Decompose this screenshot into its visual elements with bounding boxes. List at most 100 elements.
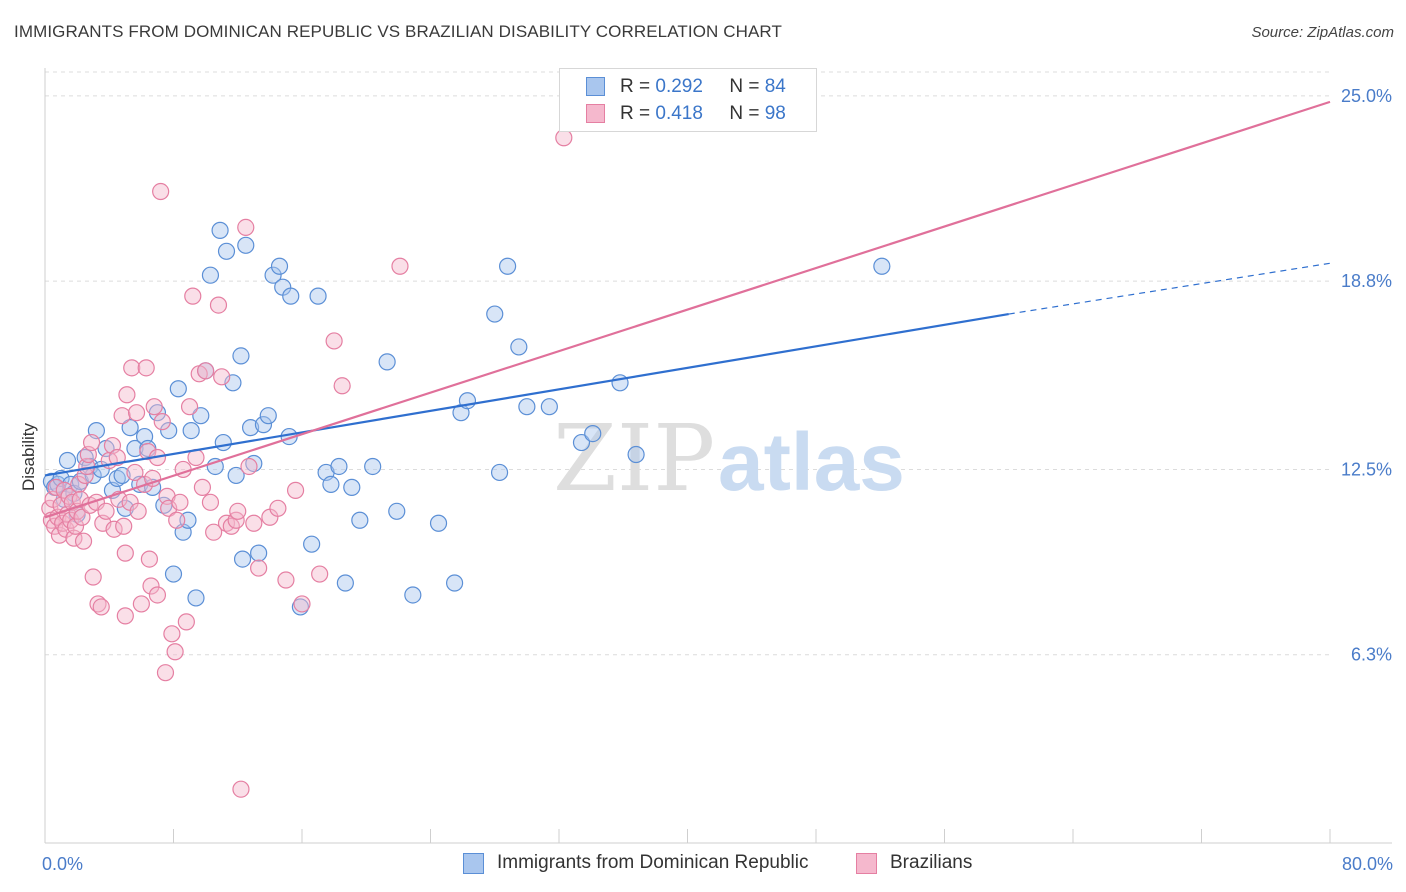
data-point-pink [197, 362, 215, 380]
y-tick-label: 25.0% [1341, 86, 1392, 106]
data-point-blue [322, 475, 340, 493]
data-point-blue [259, 407, 277, 425]
data-point-pink [311, 565, 329, 583]
data-point-blue [232, 347, 250, 365]
data-point-pink [123, 359, 141, 377]
data-point-pink [73, 508, 91, 526]
data-point-pink [232, 780, 250, 798]
data-point-blue [303, 535, 321, 553]
trend-line-blue-extension [1008, 262, 1331, 315]
data-point-pink [139, 442, 157, 461]
data-point-pink [116, 607, 134, 625]
x-tick-label-min: 0.0% [42, 854, 83, 874]
data-point-pink [66, 517, 85, 535]
legend-label-dominican-republic: Immigrants from Dominican Republic [497, 852, 809, 873]
data-point-pink [70, 475, 88, 493]
data-point-blue [378, 353, 396, 371]
data-point-pink [163, 625, 181, 643]
data-point-blue [572, 433, 591, 452]
data-point-pink [152, 182, 170, 201]
data-point-blue [237, 236, 255, 254]
n-value-blue: 84 [764, 76, 786, 97]
n-label: N = [729, 103, 760, 124]
legend-label-brazilians: Brazilians [890, 852, 973, 873]
data-point-blue [108, 469, 126, 488]
data-point-pink [145, 398, 163, 416]
n-label: N = [729, 76, 760, 97]
data-point-pink [137, 359, 155, 377]
data-point-blue [486, 305, 504, 323]
data-point-blue [336, 574, 354, 592]
data-point-pink [97, 502, 115, 520]
pink-swatch [856, 853, 877, 874]
data-point-blue [113, 466, 131, 485]
data-point-blue [490, 463, 509, 482]
data-point-pink [166, 643, 184, 661]
data-point-blue [627, 445, 645, 464]
tick-labels: 6.3% 12.5% 18.8% 25.0% 0.0% 80.0% Disability [19, 86, 1393, 874]
chart-source: Source: ZipAtlas.com [1251, 24, 1394, 41]
data-point-blue [245, 454, 263, 473]
data-point-blue [343, 478, 361, 496]
data-point-pink [325, 332, 343, 350]
data-point-pink [144, 469, 162, 488]
pink-swatch [586, 104, 605, 123]
data-point-blue [187, 589, 205, 607]
data-point-blue [445, 574, 464, 592]
data-point-pink [153, 413, 171, 431]
watermark-atlas: atlas [718, 417, 905, 508]
n-value-pink: 98 [764, 103, 786, 124]
data-point-pink [205, 523, 223, 541]
data-point-blue [404, 586, 422, 604]
blue-swatch [463, 853, 484, 874]
data-point-blue [873, 257, 891, 275]
data-point-blue [351, 511, 369, 529]
data-point-pink [171, 493, 189, 511]
data-point-blue [330, 457, 348, 476]
y-tick-label: 18.8% [1341, 271, 1392, 291]
data-point-pink [148, 586, 167, 604]
data-point-blue [182, 422, 200, 440]
data-point-pink [184, 287, 202, 305]
data-point-pink [74, 532, 93, 550]
data-point-pink [193, 478, 212, 496]
data-point-pink [286, 481, 305, 499]
data-point-pink [115, 517, 133, 535]
data-point-blue [160, 422, 178, 440]
data-point-blue [164, 565, 183, 583]
data-point-pink [201, 493, 220, 511]
data-point-blue [291, 598, 309, 616]
data-point-blue [214, 433, 232, 452]
data-point-pink [391, 257, 409, 275]
blue-swatch [586, 77, 605, 96]
data-point-pink [217, 514, 236, 532]
data-point-pink [116, 544, 134, 562]
y-tick-label: 6.3% [1351, 645, 1392, 665]
data-point-blue [264, 266, 282, 284]
r-label: R = [620, 76, 651, 97]
data-point-pink [132, 595, 150, 613]
y-axis-title: Disability [19, 422, 38, 491]
r-label: R = [620, 103, 651, 124]
series-legend: Immigrants from Dominican Republic Brazi… [0, 852, 1406, 876]
data-point-pink [118, 386, 136, 404]
data-point-pink [84, 568, 102, 586]
data-point-pink [269, 499, 287, 517]
data-point-pink [240, 457, 258, 476]
data-point-blue [282, 287, 300, 305]
data-point-blue [584, 424, 602, 443]
watermark: ZIP atlas [553, 405, 905, 512]
data-point-pink [250, 559, 268, 577]
data-point-pink [177, 613, 195, 631]
data-point-blue [126, 439, 144, 458]
data-point-pink [129, 502, 147, 520]
data-point-pink [293, 595, 311, 613]
data-point-blue [192, 407, 210, 425]
data-point-pink [108, 448, 126, 467]
data-point-blue [540, 398, 558, 416]
trend-line-pink [44, 100, 1331, 519]
data-point-blue [429, 514, 448, 532]
data-point-blue [270, 257, 289, 275]
data-point-blue [227, 466, 245, 485]
